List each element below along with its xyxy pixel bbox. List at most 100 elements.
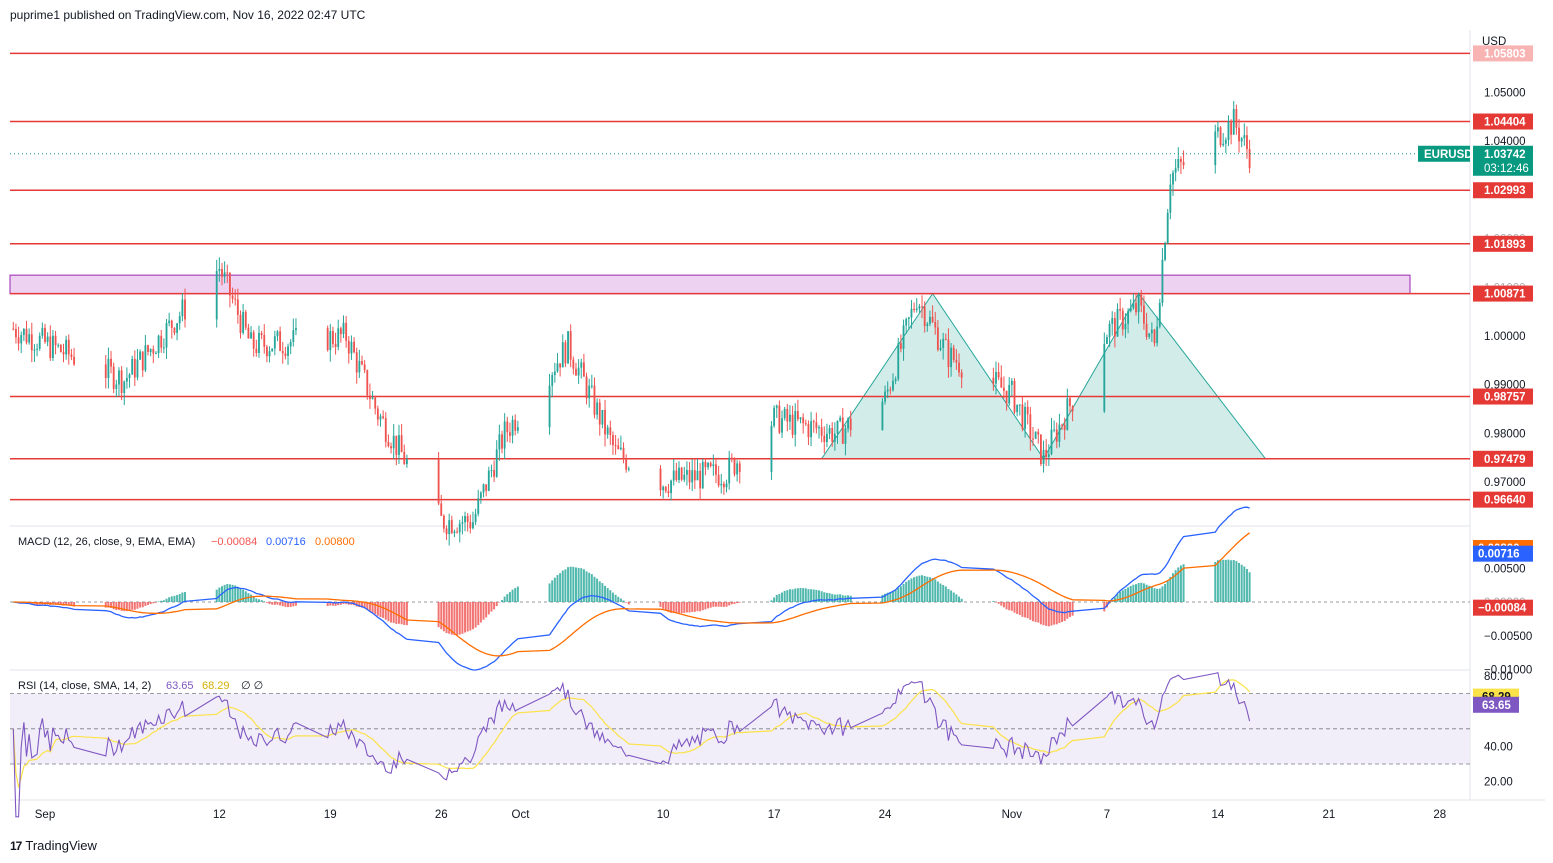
- footer-brand[interactable]: 17 TradingView: [10, 838, 97, 853]
- macd-hist-bar: [1053, 602, 1056, 625]
- macd-hist-bar: [1010, 602, 1013, 611]
- macd-hist-bar: [1161, 586, 1164, 602]
- rsi-legend-sma: 68.29: [202, 680, 230, 692]
- candle-body: [184, 299, 186, 320]
- candle-body: [958, 362, 960, 373]
- candle-body: [284, 353, 287, 356]
- candle-body: [1071, 406, 1074, 412]
- candle-body: [952, 347, 955, 360]
- time-axis[interactable]: Sep 12 19 26 Oct 10 17 24 Nov 7 14 21 28: [35, 809, 1446, 821]
- candle-body: [712, 464, 715, 467]
- macd-hist-bar: [279, 602, 282, 606]
- candle-body: [1010, 380, 1013, 385]
- time-tick: 14: [1212, 809, 1225, 821]
- candle-body: [479, 492, 482, 499]
- time-tick: Sep: [35, 809, 55, 821]
- macd-legend-title: MACD (12, 26, close, 9, EMA, EMA): [18, 536, 195, 548]
- candle-body: [120, 370, 123, 394]
- macd-hist-bar: [699, 602, 702, 612]
- candle-body: [326, 328, 329, 350]
- macd-hist-bar: [490, 602, 493, 612]
- candle-body: [1214, 131, 1217, 166]
- macd-hist-bar: [781, 592, 784, 602]
- macd-hist-bar: [337, 602, 340, 606]
- candle-body: [736, 463, 739, 475]
- candle-body: [162, 347, 165, 349]
- candle-body: [625, 458, 628, 470]
- candle-body: [271, 348, 274, 352]
- candle-body: [812, 421, 815, 423]
- candle-body: [1053, 429, 1056, 431]
- macd-hist-bar: [371, 602, 374, 613]
- candle-body: [955, 359, 958, 363]
- macd-hist-bar: [590, 574, 593, 602]
- macd-hist-bar: [580, 568, 583, 602]
- candle-body: [667, 491, 670, 494]
- macd-hist-bar: [363, 602, 366, 609]
- candle-body: [596, 402, 599, 415]
- candle-body: [915, 308, 918, 310]
- candle-body: [789, 414, 791, 422]
- candle-body: [495, 449, 498, 477]
- macd-hist-bar: [471, 602, 474, 630]
- candle-body: [717, 474, 720, 486]
- candle-body: [218, 269, 221, 271]
- candle-body: [437, 459, 440, 504]
- tradingview-brand-text: TradingView: [25, 838, 97, 853]
- macd-hist-bar: [400, 602, 403, 625]
- candle-body: [582, 362, 585, 377]
- candle-body: [1039, 434, 1042, 465]
- candle-body: [680, 467, 683, 480]
- macd-hist-bar: [115, 602, 118, 610]
- candle-body: [395, 435, 398, 455]
- currency-label: USD: [1482, 36, 1506, 48]
- candle-body: [147, 345, 149, 353]
- macd-hist-bar: [273, 602, 276, 605]
- candle-body: [567, 331, 569, 364]
- macd-hist-bar: [617, 596, 620, 602]
- triangle-patterns[interactable]: [820, 292, 1267, 460]
- candle-body: [400, 435, 403, 453]
- macd-hist-bar: [252, 596, 255, 602]
- candle-body: [392, 435, 395, 449]
- candle-body: [252, 332, 255, 349]
- candle-body: [276, 331, 279, 337]
- horizontal-levels[interactable]: [10, 52, 1470, 501]
- candle-body: [128, 374, 131, 378]
- candle-body: [950, 347, 953, 368]
- macd-hist-bar: [157, 601, 160, 602]
- time-tick: 7: [1104, 809, 1110, 821]
- macd-hist-bar: [891, 590, 894, 602]
- candle-body: [178, 316, 181, 324]
- macd-hist-bar: [1018, 602, 1021, 615]
- rsi-legend[interactable]: RSI (14, close, SMA, 14, 2) 63.65 68.29 …: [18, 680, 263, 692]
- macd-hist-bar: [1174, 570, 1177, 602]
- candle-body: [112, 366, 115, 389]
- supply-zone[interactable]: [9, 274, 1411, 295]
- candle-body: [844, 428, 847, 444]
- macd-hist-bar: [907, 580, 910, 602]
- macd-hist-bar: [1045, 602, 1048, 626]
- macd-hist-bar: [1140, 582, 1143, 602]
- candle-body: [921, 306, 923, 308]
- macd-hist-bar: [1230, 560, 1233, 602]
- macd-hist-bar: [184, 592, 187, 602]
- pane-frames: [10, 30, 1545, 801]
- candle-body: [614, 445, 617, 447]
- macd-tick: −0.00500: [1484, 631, 1532, 643]
- time-tick: 21: [1322, 809, 1335, 821]
- candle-body: [569, 331, 572, 360]
- macd-hist-bar: [958, 596, 961, 602]
- candle-body: [1246, 135, 1248, 150]
- macd-legend[interactable]: MACD (12, 26, close, 9, EMA, EMA) −0.000…: [18, 536, 355, 548]
- candle-body: [231, 295, 234, 299]
- macd-hist-bar: [271, 602, 274, 605]
- macd-hist-bar: [804, 588, 807, 602]
- candle-body: [1240, 138, 1243, 142]
- candle-body: [67, 339, 70, 355]
- macd-hist-bar: [810, 589, 813, 602]
- candle-body: [170, 320, 173, 328]
- candle-body: [786, 408, 789, 422]
- macd-hist-bar: [260, 600, 263, 602]
